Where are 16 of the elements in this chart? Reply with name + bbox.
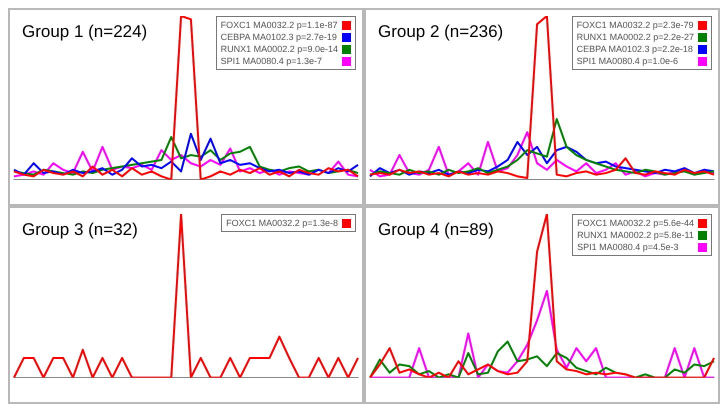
legend-label: RUNX1 MA0002.2 p=2.2e-27 xyxy=(576,31,694,43)
legend-label: CEBPA MA0102.3 p=2.2e-18 xyxy=(576,43,693,55)
legend-label: CEBPA MA0102.3 p=2.7e-19 xyxy=(220,31,337,43)
legend-label: SPI1 MA0080.4 p=1.3e-7 xyxy=(220,55,322,67)
legend-label: RUNX1 MA0002.2 p=9.0e-14 xyxy=(220,43,338,55)
legend-label: RUNX1 MA0002.2 p=5.8e-11 xyxy=(577,229,694,241)
legend-label: FOXC1 MA0032.2 p=1.1e-87 xyxy=(220,19,338,31)
chart-title: Group 4 (n=89) xyxy=(378,220,494,240)
chart-title: Group 2 (n=236) xyxy=(378,22,504,42)
legend-label: FOXC1 MA0032.2 p=2.3e-79 xyxy=(576,19,694,31)
legend-label: SPI1 MA0080.4 p=4.5e-3 xyxy=(577,241,678,253)
legend-label: FOXC1 MA0032.2 p=5.6e-44 xyxy=(577,217,694,229)
legend-label: FOXC1 MA0032.2 p=1.3e-8 xyxy=(226,217,338,229)
legend-label: SPI1 MA0080.4 p=1.0e-6 xyxy=(576,55,678,67)
chart-title: Group 1 (n=224) xyxy=(22,22,148,42)
chart-title: Group 3 (n=32) xyxy=(22,220,138,240)
